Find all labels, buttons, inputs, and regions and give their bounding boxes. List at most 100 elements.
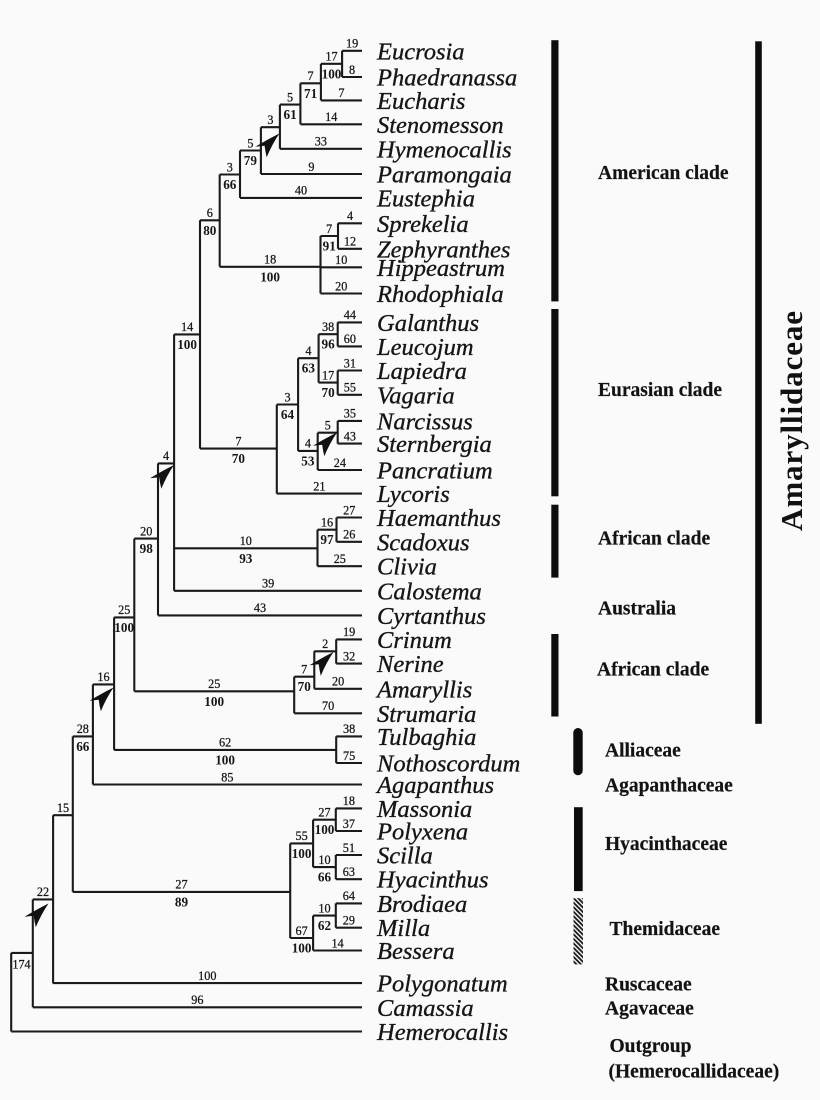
svg-text:American clade: American clade — [598, 163, 729, 184]
svg-text:100: 100 — [215, 752, 235, 767]
svg-text:75: 75 — [343, 749, 355, 763]
svg-text:Hymenocallis: Hymenocallis — [376, 136, 512, 163]
svg-text:Phaedranassa: Phaedranassa — [376, 65, 517, 92]
svg-text:7: 7 — [308, 69, 314, 83]
svg-text:Lapiedra: Lapiedra — [376, 358, 467, 385]
svg-text:6: 6 — [207, 206, 213, 220]
svg-text:100: 100 — [204, 694, 224, 709]
svg-text:44: 44 — [344, 308, 356, 322]
svg-text:Bessera: Bessera — [377, 938, 455, 965]
svg-text:Lycoris: Lycoris — [376, 481, 450, 508]
svg-text:96: 96 — [322, 337, 336, 352]
svg-text:Milla: Milla — [376, 915, 430, 942]
svg-text:19: 19 — [346, 37, 358, 51]
svg-text:35: 35 — [344, 407, 356, 421]
svg-text:62: 62 — [219, 736, 231, 750]
svg-text:Sprekelia: Sprekelia — [377, 211, 469, 238]
svg-text:Hyacinthus: Hyacinthus — [376, 867, 489, 894]
svg-text:32: 32 — [343, 649, 355, 663]
svg-text:64: 64 — [281, 407, 295, 422]
svg-text:71: 71 — [304, 86, 317, 101]
svg-text:Calostema: Calostema — [377, 578, 482, 605]
svg-text:Amaryllis: Amaryllis — [375, 676, 472, 703]
svg-text:79: 79 — [244, 153, 258, 168]
svg-text:Eucrosia: Eucrosia — [376, 38, 465, 65]
svg-text:25: 25 — [118, 603, 130, 617]
svg-text:(Hemerocallidaceae): (Hemerocallidaceae) — [609, 1062, 780, 1083]
svg-text:100: 100 — [177, 337, 197, 352]
svg-text:Clivia: Clivia — [377, 554, 437, 581]
svg-text:Zephyranthes: Zephyranthes — [377, 236, 510, 263]
svg-text:8: 8 — [349, 63, 355, 77]
svg-text:63: 63 — [302, 361, 316, 376]
svg-text:Outgroup: Outgroup — [610, 1036, 692, 1057]
svg-text:Eucharis: Eucharis — [376, 88, 465, 115]
svg-text:3: 3 — [284, 390, 290, 404]
svg-text:70: 70 — [298, 679, 312, 694]
svg-text:Sternbergia: Sternbergia — [377, 431, 492, 458]
svg-text:174: 174 — [12, 958, 30, 972]
svg-text:Galanthus: Galanthus — [377, 310, 479, 337]
svg-text:Hippeastrum: Hippeastrum — [376, 255, 505, 282]
svg-text:31: 31 — [344, 356, 356, 370]
svg-text:African clade: African clade — [598, 529, 710, 550]
svg-text:38: 38 — [343, 722, 355, 736]
svg-text:Agavaceae: Agavaceae — [605, 999, 694, 1020]
svg-text:Paramongaia: Paramongaia — [376, 162, 512, 189]
svg-text:98: 98 — [140, 541, 154, 556]
svg-text:100: 100 — [260, 269, 280, 284]
svg-text:20: 20 — [140, 524, 152, 538]
svg-text:9: 9 — [308, 160, 314, 174]
svg-text:66: 66 — [76, 739, 90, 754]
svg-text:Scadoxus: Scadoxus — [377, 529, 470, 556]
svg-text:60: 60 — [344, 332, 356, 346]
svg-text:4: 4 — [305, 437, 311, 451]
svg-text:Scilla: Scilla — [377, 843, 433, 870]
svg-text:7: 7 — [326, 222, 332, 236]
svg-text:61: 61 — [284, 107, 297, 122]
svg-text:10: 10 — [318, 853, 330, 867]
svg-text:89: 89 — [175, 894, 189, 909]
svg-text:Massonia: Massonia — [376, 796, 472, 823]
svg-text:67: 67 — [296, 924, 308, 938]
svg-text:27: 27 — [318, 806, 330, 820]
svg-text:7: 7 — [301, 663, 307, 677]
svg-text:17: 17 — [322, 368, 334, 382]
svg-text:Brodiaea: Brodiaea — [377, 891, 467, 918]
svg-text:91: 91 — [323, 239, 336, 254]
svg-text:37: 37 — [343, 817, 355, 831]
svg-text:63: 63 — [343, 865, 355, 879]
svg-text:43: 43 — [254, 601, 266, 615]
svg-text:Stenomesson: Stenomesson — [377, 112, 504, 139]
svg-text:Polygonatum: Polygonatum — [376, 971, 508, 998]
svg-text:25: 25 — [334, 552, 346, 566]
svg-text:20: 20 — [335, 279, 347, 293]
svg-text:12: 12 — [344, 235, 356, 249]
svg-text:38: 38 — [322, 320, 334, 334]
svg-text:66: 66 — [223, 177, 237, 192]
svg-text:28: 28 — [77, 722, 89, 736]
svg-text:4: 4 — [305, 344, 311, 358]
svg-text:55: 55 — [296, 829, 308, 843]
svg-text:Agapanthus: Agapanthus — [375, 772, 494, 799]
svg-text:62: 62 — [318, 918, 332, 933]
svg-text:Nerine: Nerine — [376, 651, 444, 678]
svg-text:93: 93 — [239, 551, 253, 566]
svg-text:Strumaria: Strumaria — [377, 701, 476, 728]
svg-text:19: 19 — [343, 625, 355, 639]
svg-text:Polyxena: Polyxena — [376, 819, 468, 846]
svg-text:26: 26 — [343, 528, 355, 542]
svg-text:97: 97 — [320, 532, 334, 547]
svg-text:100: 100 — [292, 941, 312, 956]
svg-text:Camassia: Camassia — [377, 995, 474, 1022]
svg-text:10: 10 — [318, 901, 330, 915]
svg-text:70: 70 — [322, 699, 334, 713]
svg-text:Eurasian clade: Eurasian clade — [598, 380, 722, 401]
svg-text:17: 17 — [325, 50, 337, 64]
svg-text:Cyrtanthus: Cyrtanthus — [377, 603, 486, 630]
svg-text:29: 29 — [343, 914, 355, 928]
svg-text:7: 7 — [338, 86, 344, 100]
svg-text:Narcissus: Narcissus — [376, 408, 473, 435]
svg-text:53: 53 — [301, 453, 315, 468]
svg-text:10: 10 — [240, 534, 252, 548]
